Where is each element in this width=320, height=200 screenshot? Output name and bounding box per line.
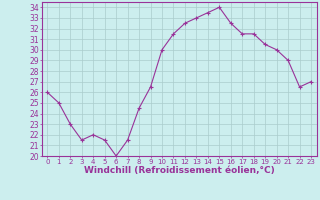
X-axis label: Windchill (Refroidissement éolien,°C): Windchill (Refroidissement éolien,°C) bbox=[84, 166, 275, 175]
